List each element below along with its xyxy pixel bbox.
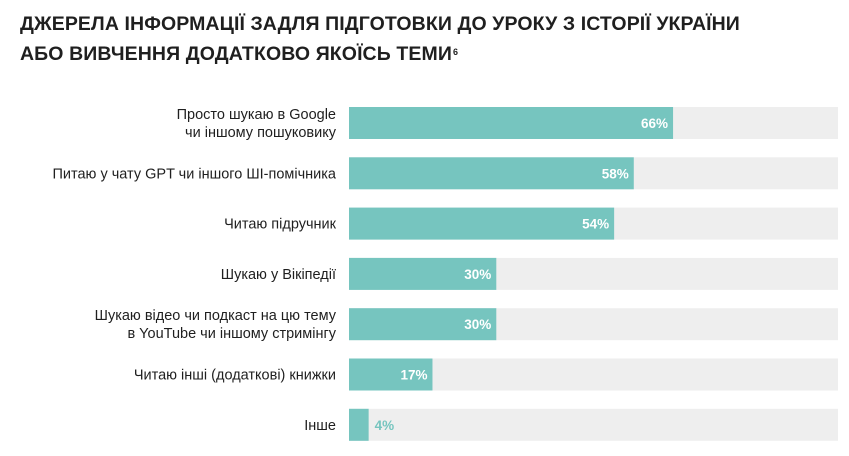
- bar-value-label: 54%: [582, 217, 609, 232]
- bar-value-label: 30%: [464, 317, 491, 332]
- bar-value-label: 66%: [641, 116, 668, 131]
- bar: [349, 358, 433, 391]
- bar: [349, 257, 497, 290]
- category-label: Інше: [304, 418, 336, 434]
- bar-track: [349, 408, 838, 441]
- category-label: Просто шукаю в Google: [177, 107, 336, 123]
- bar-value-label: 4%: [375, 418, 395, 433]
- chart-title: ДЖЕРЕЛА ІНФОРМАЦІЇ ЗАДЛЯ ПІДГОТОВКИ ДО У…: [20, 9, 840, 69]
- chart-title-line-2: АБО ВИВЧЕННЯ ДОДАТКОВО ЯКОЇСЬ ТЕМИ6: [20, 39, 840, 69]
- bar: [349, 408, 369, 441]
- category-label: в YouTube чи іншому стримінгу: [127, 326, 336, 342]
- bar-value-label: 58%: [602, 166, 629, 181]
- category-label: Читаю підручник: [224, 217, 337, 233]
- footnote-marker: 6: [452, 47, 459, 57]
- bar: [349, 207, 615, 240]
- bar-value-label: 17%: [400, 368, 427, 383]
- bar: [349, 107, 674, 139]
- bar: [349, 308, 497, 341]
- category-label: Шукаю у Вікіпедії: [221, 267, 336, 283]
- chart-title-line-1: ДЖЕРЕЛА ІНФОРМАЦІЇ ЗАДЛЯ ПІДГОТОВКИ ДО У…: [20, 13, 740, 35]
- chart-title-line-2-text: АБО ВИВЧЕННЯ ДОДАТКОВО ЯКОЇСЬ ТЕМИ: [20, 43, 452, 65]
- category-label: Шукаю відео чи подкаст на цю тему: [95, 308, 337, 324]
- bar: [349, 157, 634, 190]
- category-label: Читаю інші (додаткові) книжки: [134, 368, 336, 384]
- category-label: Питаю у чату GPT чи іншого ШІ-помічника: [52, 166, 336, 182]
- bar-value-label: 30%: [464, 267, 491, 282]
- category-label: чи іншому пошуковику: [185, 125, 337, 141]
